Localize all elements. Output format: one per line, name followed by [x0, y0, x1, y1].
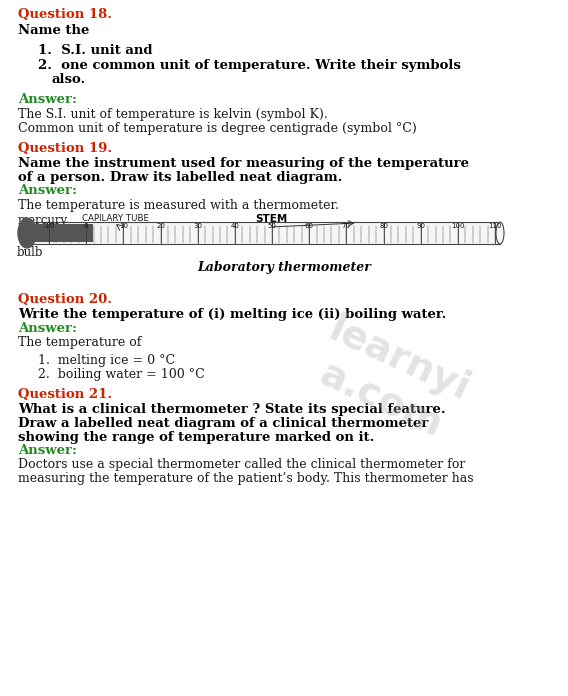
Text: Question 18.: Question 18. — [18, 8, 112, 21]
Text: What is a clinical thermometer ? State its special feature.: What is a clinical thermometer ? State i… — [18, 403, 446, 416]
Text: Answer:: Answer: — [18, 444, 77, 457]
Text: 1.  S.I. unit and: 1. S.I. unit and — [38, 44, 152, 57]
Text: Laboratory thermometer: Laboratory thermometer — [197, 261, 371, 274]
Text: Name the instrument used for measuring of the temperature: Name the instrument used for measuring o… — [18, 157, 469, 170]
Text: 50: 50 — [268, 223, 277, 229]
Text: 20: 20 — [156, 223, 165, 229]
Text: measuring the temperature of the patient’s body. This thermometer has: measuring the temperature of the patient… — [18, 472, 474, 485]
Text: Write the temperature of (i) melting ice (ii) boiling water.: Write the temperature of (i) melting ice… — [18, 308, 446, 321]
Text: Answer:: Answer: — [18, 322, 77, 335]
Text: 90: 90 — [416, 223, 425, 229]
Text: The temperature of: The temperature of — [18, 336, 141, 349]
Text: Answer:: Answer: — [18, 93, 77, 106]
Text: Draw a labelled neat diagram of a clinical thermometer: Draw a labelled neat diagram of a clinic… — [18, 417, 428, 430]
Text: Question 19.: Question 19. — [18, 142, 112, 155]
Text: 60: 60 — [304, 223, 314, 229]
Text: Question 21.: Question 21. — [18, 388, 112, 401]
Text: learnyi
a.com: learnyi a.com — [304, 311, 476, 449]
Ellipse shape — [496, 222, 504, 244]
Text: 2.  one common unit of temperature. Write their symbols: 2. one common unit of temperature. Write… — [38, 59, 461, 72]
Text: Name the: Name the — [18, 24, 89, 37]
Text: 30: 30 — [193, 223, 202, 229]
Text: CAPILARY TUBE: CAPILARY TUBE — [82, 214, 149, 223]
Text: 110: 110 — [488, 223, 502, 229]
Text: 2.  boiling water = 100 °C: 2. boiling water = 100 °C — [38, 368, 204, 381]
Text: Answer:: Answer: — [18, 184, 77, 197]
Text: 10: 10 — [119, 223, 128, 229]
Ellipse shape — [18, 218, 36, 248]
Text: Doctors use a special thermometer called the clinical thermometer for: Doctors use a special thermometer called… — [18, 458, 465, 471]
Text: 80: 80 — [379, 223, 388, 229]
Text: 100: 100 — [451, 223, 465, 229]
Text: also.: also. — [52, 73, 86, 86]
Text: The S.I. unit of temperature is kelvin (symbol K).: The S.I. unit of temperature is kelvin (… — [18, 108, 328, 121]
Text: STEM: STEM — [255, 214, 287, 224]
Text: Common unit of temperature is degree centigrade (symbol °C): Common unit of temperature is degree cen… — [18, 122, 417, 135]
Text: The temperature is measured with a thermometer.: The temperature is measured with a therm… — [18, 199, 339, 212]
Text: of a person. Draw its labelled neat diagram.: of a person. Draw its labelled neat diag… — [18, 171, 343, 184]
Text: 70: 70 — [342, 223, 351, 229]
Text: Question 20.: Question 20. — [18, 293, 112, 306]
Text: showing the range of temperature marked on it.: showing the range of temperature marked … — [18, 431, 374, 444]
Text: bulb: bulb — [17, 246, 44, 259]
Text: -10: -10 — [43, 223, 55, 229]
Text: mercury: mercury — [18, 214, 68, 227]
Bar — [32, 222, 500, 244]
Text: 1.  melting ice = 0 °C: 1. melting ice = 0 °C — [38, 354, 175, 367]
Text: 0: 0 — [84, 223, 89, 229]
Bar — [32, 224, 93, 242]
Text: 40: 40 — [231, 223, 239, 229]
